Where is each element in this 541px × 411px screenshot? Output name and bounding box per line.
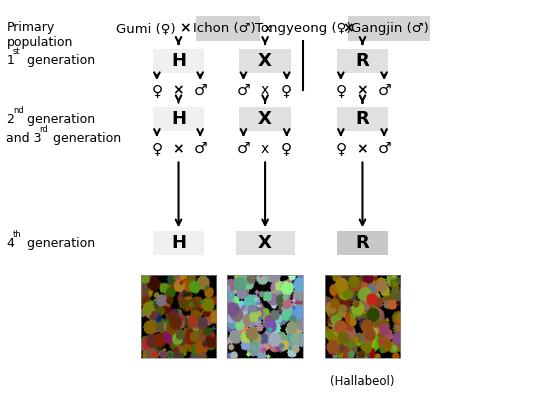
Text: ×: × <box>357 83 368 97</box>
Text: st: st <box>13 47 21 56</box>
Text: ♀: ♀ <box>281 83 292 98</box>
Text: R: R <box>355 52 370 70</box>
Text: R: R <box>355 234 370 252</box>
Text: and 3: and 3 <box>6 132 42 145</box>
Text: H: H <box>171 52 186 70</box>
Text: generation: generation <box>23 237 95 250</box>
Text: 4: 4 <box>6 237 15 250</box>
Text: 2: 2 <box>6 113 15 126</box>
Text: Tongyeong (♀): Tongyeong (♀) <box>255 22 351 35</box>
FancyBboxPatch shape <box>337 231 388 255</box>
Text: Ichon (♂): Ichon (♂) <box>193 22 256 35</box>
Text: ♀: ♀ <box>335 141 346 156</box>
Text: X: X <box>258 52 272 70</box>
Text: ♀: ♀ <box>151 141 162 156</box>
Text: th: th <box>13 230 22 239</box>
FancyBboxPatch shape <box>239 107 291 131</box>
FancyBboxPatch shape <box>153 107 204 131</box>
Text: (Hallabeol): (Hallabeol) <box>330 375 395 388</box>
Text: H: H <box>171 234 186 252</box>
Text: R: R <box>355 110 370 128</box>
Text: x: x <box>261 83 269 97</box>
Text: ×: × <box>173 83 184 97</box>
Text: rd: rd <box>39 125 48 134</box>
Text: generation: generation <box>23 113 95 126</box>
Text: Gumi (♀): Gumi (♀) <box>116 22 176 35</box>
Text: H: H <box>171 110 186 128</box>
Text: ♂: ♂ <box>377 141 391 156</box>
Text: x: x <box>264 22 272 35</box>
Text: ×: × <box>342 22 354 36</box>
Text: x: x <box>261 142 269 156</box>
Text: ×: × <box>173 142 184 156</box>
FancyBboxPatch shape <box>196 16 260 41</box>
Text: ♂: ♂ <box>377 83 391 98</box>
Text: ♂: ♂ <box>193 141 207 156</box>
FancyBboxPatch shape <box>337 107 388 131</box>
FancyBboxPatch shape <box>153 49 204 73</box>
Text: ×: × <box>179 22 191 36</box>
Text: ♀: ♀ <box>335 83 346 98</box>
Text: ♀: ♀ <box>151 83 162 98</box>
Text: ×: × <box>357 142 368 156</box>
Text: ♂: ♂ <box>236 83 250 98</box>
Text: nd: nd <box>13 106 24 115</box>
FancyBboxPatch shape <box>235 231 295 255</box>
Text: ♂: ♂ <box>193 83 207 98</box>
Text: ♀: ♀ <box>281 141 292 156</box>
Text: generation: generation <box>23 54 95 67</box>
Text: ♂: ♂ <box>236 141 250 156</box>
FancyBboxPatch shape <box>348 16 430 41</box>
Text: 1: 1 <box>6 54 15 67</box>
Text: X: X <box>258 234 272 252</box>
Text: generation: generation <box>49 132 121 145</box>
FancyBboxPatch shape <box>153 231 204 255</box>
Text: X: X <box>258 110 272 128</box>
FancyBboxPatch shape <box>337 49 388 73</box>
FancyBboxPatch shape <box>239 49 291 73</box>
Text: Primary
population: Primary population <box>6 21 73 48</box>
Text: Gangjin (♂): Gangjin (♂) <box>351 22 428 35</box>
